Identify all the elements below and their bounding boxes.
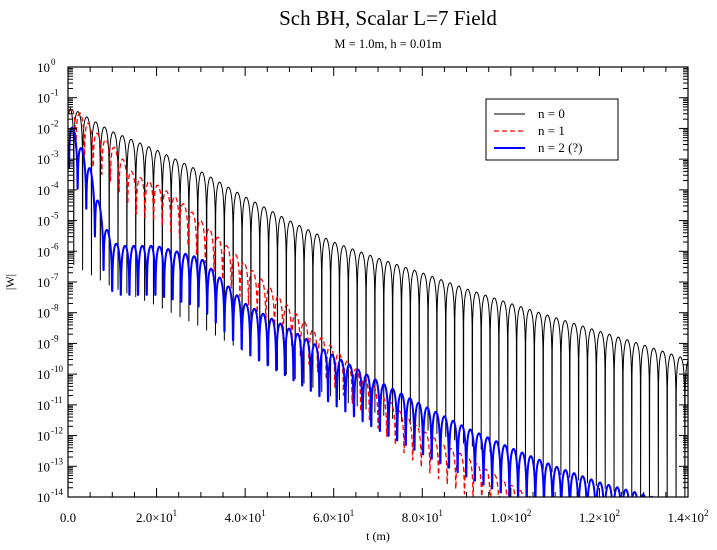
y-tick-exp-12: -12 (51, 426, 63, 436)
y-tick-label-13: 10 (37, 459, 50, 474)
y-tick-label-11: 10 (37, 398, 50, 413)
series-layer (68, 106, 688, 497)
y-tick-label-6: 10 (37, 244, 50, 259)
y-tick-exp-0: 0 (51, 57, 56, 67)
y-tick-exp-6: -6 (51, 241, 59, 251)
x-tick-labels: 0.0 2.0×101 4.0×101 6.0×101 8.0×101 1.0×102 1.… (60, 508, 709, 525)
y-tick-exp-2: -2 (51, 118, 59, 128)
y-tick-label-4: 10 (37, 183, 50, 198)
chart-subtitle: M = 1.0m, h = 0.01m (334, 37, 441, 51)
y-tick-exp-10: -10 (51, 364, 63, 374)
y-tick-exp-14: -14 (51, 487, 63, 497)
legend-box (485, 98, 619, 161)
x-tick-label-3: 6.0×101 (313, 508, 354, 525)
y-tick-label-14: 10 (37, 490, 50, 505)
y-tick-label-10: 10 (37, 367, 50, 382)
y-tick-labels: 10 010 -110 -210 -310 -410 -510 -610 -710 -810 -91… (37, 57, 63, 505)
y-tick-label-9: 10 (37, 336, 50, 351)
x-tick-label-5: 1.0×102 (490, 508, 531, 525)
y-tick-exp-13: -13 (51, 456, 63, 466)
y-tick-exp-7: -7 (51, 272, 59, 282)
y-tick-label-7: 10 (37, 275, 50, 290)
y-tick-label-2: 10 (37, 121, 50, 136)
y-tick-exp-9: -9 (51, 333, 59, 343)
y-tick-exp-5: -5 (51, 211, 59, 221)
ticks-layer (67, 66, 689, 498)
y-tick-exp-4: -4 (51, 180, 59, 190)
y-tick-exp-11: -11 (51, 395, 63, 405)
y-tick-label-1: 10 (37, 91, 50, 106)
y-tick-label-8: 10 (37, 306, 50, 321)
legend-label-n2: n = 2 (?) (538, 140, 583, 155)
x-tick-label-7: 1.4×102 (667, 508, 708, 525)
x-tick-label-1: 2.0×101 (136, 508, 177, 525)
y-tick-label-12: 10 (37, 429, 50, 444)
y-tick-exp-1: -1 (51, 88, 59, 98)
y-axis-label: |W| (3, 274, 17, 290)
x-tick-label-0: 0.0 (60, 510, 76, 525)
series-line-2 (68, 126, 654, 497)
x-tick-label-4: 8.0×101 (402, 508, 443, 525)
series-line-1 (68, 107, 531, 497)
chart-title: Sch BH, Scalar L=7 Field (279, 6, 497, 30)
y-tick-label-5: 10 (37, 214, 50, 229)
x-tick-label-2: 4.0×101 (225, 508, 266, 525)
y-tick-label-0: 10 (37, 60, 50, 75)
legend-label-n0: n = 0 (538, 106, 565, 121)
series-line-0 (68, 106, 688, 497)
y-tick-label-3: 10 (37, 152, 50, 167)
y-tick-exp-8: -8 (51, 303, 59, 313)
legend: n = 0 n = 1 n = 2 (?) (485, 98, 619, 161)
y-tick-exp-3: -3 (51, 149, 59, 159)
legend-label-n1: n = 1 (538, 123, 565, 138)
x-axis-label: t (m) (366, 529, 390, 543)
x-tick-label-6: 1.2×102 (579, 508, 620, 525)
